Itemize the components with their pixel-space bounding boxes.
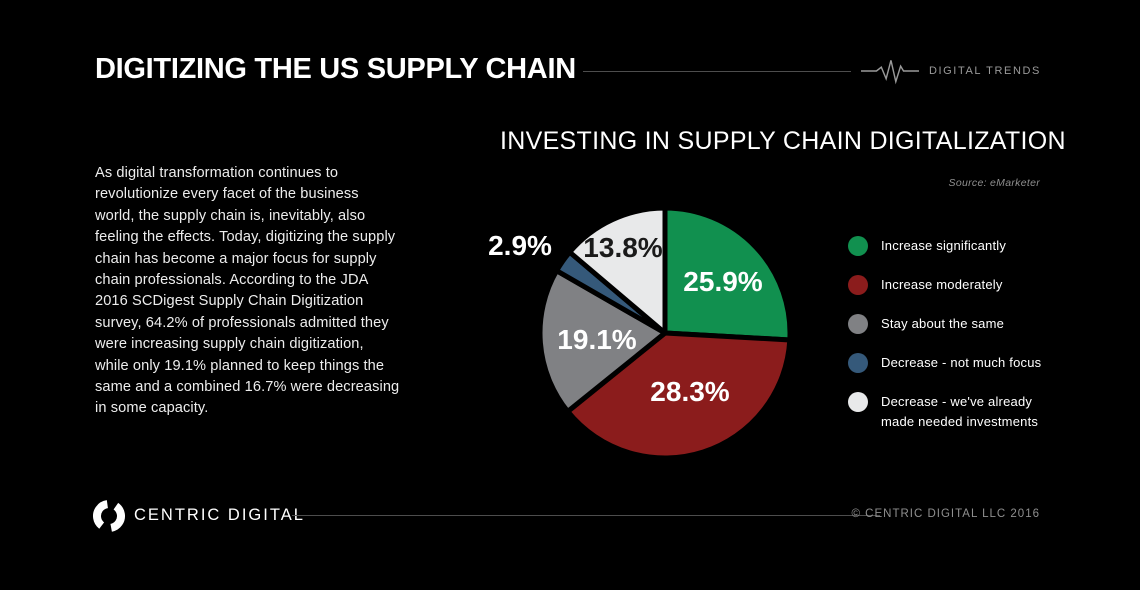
intro-paragraph: As digital transformation continues to r… [95, 165, 400, 417]
legend-dot-increase-significantly [848, 236, 868, 256]
pie-label-decrease-already-invested: 13.8% [583, 232, 663, 263]
brand-name: CENTRIC DIGITAL [134, 506, 305, 524]
centric-digital-logo-icon [93, 500, 125, 532]
pie-chart [537, 205, 793, 461]
legend-dot-stay-about-the-same [848, 314, 868, 334]
legend-dot-decrease-not-much-focus [848, 353, 868, 373]
page-title: DIGITIZING THE US SUPPLY CHAIN [95, 53, 576, 85]
pie-slice-increase-significantly [662, 205, 793, 343]
legend-item-label: Decrease - we've already made needed inv… [881, 394, 1039, 429]
legend-item-label: Decrease - not much focus [881, 355, 1042, 370]
pie-label-stay-about-the-same: 19.1% [557, 324, 637, 355]
pie-label-decrease-not-much-focus: 2.9% [488, 230, 552, 261]
legend-item: Decrease - we've already made needed inv… [848, 392, 1059, 432]
pulse-waveform-icon [860, 60, 919, 85]
legend-dot-increase-moderately [848, 275, 868, 295]
pie-label-increase-moderately: 28.3% [650, 376, 730, 407]
legend-dot-decrease-already-invested [848, 392, 868, 412]
legend-item: Increase significantly [848, 236, 1059, 256]
legend-item: Decrease - not much focus [848, 353, 1059, 373]
legend-item-label: Stay about the same [881, 316, 1005, 331]
pie-label-increase-significantly: 25.9% [683, 266, 763, 297]
copyright-text: © CENTRIC DIGITAL LLC 2016 [851, 508, 1040, 520]
digital-trends-label: DIGITAL TRENDS [928, 65, 1041, 77]
pie-slice-decrease-we-ve-already-made-needed-investments [567, 205, 668, 336]
footer-rule-line [292, 515, 880, 516]
legend-item: Stay about the same [848, 314, 1059, 334]
legend-item-label: Increase significantly [881, 238, 1007, 253]
header-right-group: DIGITAL TRENDS [583, 58, 1041, 85]
pie-slice-stay-about-the-same [537, 268, 668, 414]
pie-slice-increase-moderately [565, 330, 793, 461]
header-rule-line [583, 70, 851, 72]
legend-item-label: Increase moderately [881, 277, 1003, 292]
chart-source: Source: eMarketer [948, 177, 1040, 189]
chart-legend: Increase significantly Increase moderate… [848, 236, 1059, 451]
legend-item: Increase moderately [848, 275, 1059, 295]
chart-title: INVESTING IN SUPPLY CHAIN DIGITALIZATION [500, 127, 1066, 155]
